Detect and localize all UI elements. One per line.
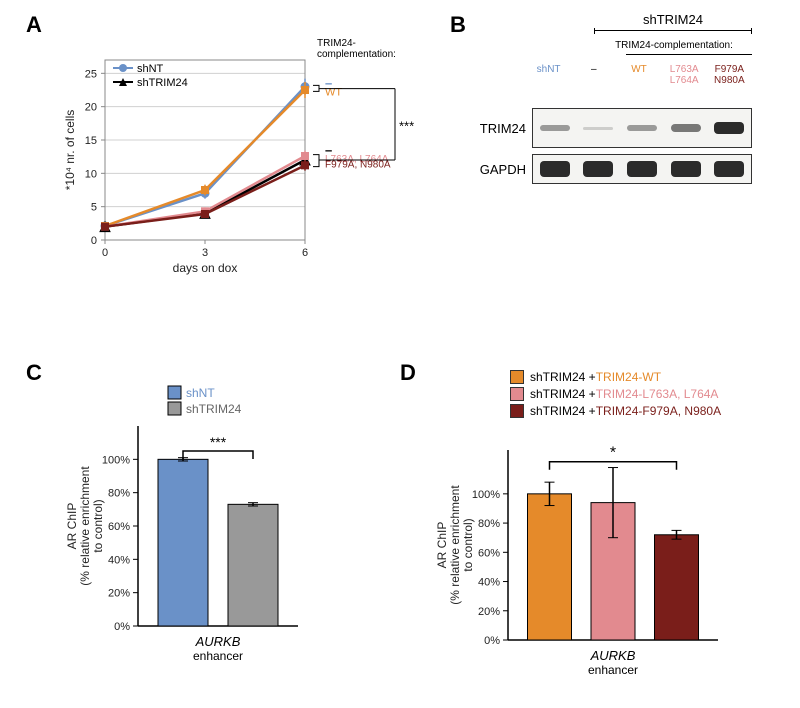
legend-swatch (510, 370, 524, 384)
svg-text:0%: 0% (114, 621, 130, 633)
svg-text:100%: 100% (102, 454, 130, 466)
legend-swatch (510, 387, 524, 401)
lane-label: shNT (527, 64, 571, 86)
band (714, 161, 744, 177)
svg-text:0%: 0% (484, 635, 500, 647)
band (671, 124, 701, 132)
svg-text:shTRIM24: shTRIM24 (186, 402, 242, 416)
svg-text:40%: 40% (108, 554, 130, 566)
blot-row-label: GAPDH (470, 162, 526, 177)
panel-d-legend: shTRIM24 + TRIM24-WT shTRIM24 + TRIM24-L7… (510, 370, 721, 421)
panel-b-label: B (450, 12, 466, 38)
svg-text:0: 0 (91, 235, 97, 247)
legend-item: shTRIM24 + TRIM24-F979A, N980A (510, 404, 721, 418)
svg-text:40%: 40% (478, 577, 500, 589)
svg-text:*10⁴ nr. of cells: *10⁴ nr. of cells (63, 110, 77, 191)
svg-text:80%: 80% (478, 518, 500, 530)
panel-a-label: A (26, 12, 42, 38)
band (540, 161, 570, 177)
legend-item: shTRIM24 + TRIM24-WT (510, 370, 721, 384)
svg-text:60%: 60% (108, 521, 130, 533)
blot-row: TRIM24 (470, 108, 770, 148)
svg-text:shTRIM24: shTRIM24 (137, 77, 188, 89)
svg-text:20%: 20% (108, 588, 130, 600)
svg-text:AR ChIP: AR ChIP (65, 503, 79, 550)
blot-row-label: TRIM24 (470, 121, 526, 136)
svg-text:6: 6 (302, 247, 308, 259)
panel-d-label: D (400, 360, 416, 386)
svg-text:enhancer: enhancer (588, 663, 638, 677)
panel-b-header: shTRIM24 (594, 12, 752, 27)
lane-label: – (572, 64, 616, 86)
blot-row: GAPDH (470, 154, 770, 184)
panel-b-blot: shTRIM24 TRIM24-complementation: shNT–WT… (470, 30, 770, 190)
svg-text:20%: 20% (478, 606, 500, 618)
panel-b-subheader: TRIM24-complementation: (596, 40, 752, 51)
band (583, 127, 613, 130)
panel-c-chart: 0% 20% 40% 60% 80% 100% AR ChIP(% relative enr… (60, 380, 360, 700)
band (583, 161, 613, 177)
lane-label: F979A N980A (707, 64, 751, 86)
svg-text:100%: 100% (472, 489, 500, 501)
band (540, 125, 570, 131)
svg-text:***: *** (399, 119, 414, 134)
svg-text:days on dox: days on dox (173, 261, 238, 275)
panel-c-label: C (26, 360, 42, 386)
svg-text:WT: WT (325, 86, 342, 98)
svg-text:(% relative enrichment: (% relative enrichment (448, 485, 462, 605)
svg-text:(% relative enrichment: (% relative enrichment (78, 466, 92, 586)
band (671, 161, 701, 177)
svg-text:AURKB: AURKB (590, 648, 636, 663)
legend-item: shTRIM24 + TRIM24-L763A, L764A (510, 387, 721, 401)
svg-text:3: 3 (202, 247, 208, 259)
svg-text:15: 15 (85, 135, 97, 147)
svg-text:0: 0 (102, 247, 108, 259)
svg-text:shNT: shNT (137, 63, 164, 75)
band (627, 125, 657, 131)
band (627, 161, 657, 177)
svg-text:AURKB: AURKB (195, 634, 241, 649)
svg-text:*: * (610, 445, 616, 462)
svg-text:80%: 80% (108, 488, 130, 500)
svg-text:complementation:: complementation: (317, 49, 396, 60)
svg-text:to control): to control) (91, 499, 105, 552)
band (714, 122, 744, 134)
panel-d-chart: 0% 20% 40% 60% 80% 100% AR ChIP(% relative enr… (430, 430, 780, 700)
svg-text:to control): to control) (461, 518, 475, 571)
svg-text:60%: 60% (478, 547, 500, 559)
svg-text:F979A, N980A: F979A, N980A (325, 159, 391, 170)
panel-a-chart: 0 5 10 15 20 25 0 3 6 days on dox *10⁴ nr. of cell… (60, 30, 440, 290)
lane-label: WT (617, 64, 661, 86)
lane-label: L763A L764A (662, 64, 706, 86)
svg-text:enhancer: enhancer (193, 649, 243, 663)
svg-text:25: 25 (85, 68, 97, 80)
svg-text:***: *** (210, 434, 227, 450)
svg-text:20: 20 (85, 102, 97, 114)
svg-text:10: 10 (85, 168, 97, 180)
svg-text:AR ChIP: AR ChIP (435, 522, 449, 569)
svg-text:TRIM24-: TRIM24- (317, 38, 356, 49)
legend-swatch (510, 404, 524, 418)
svg-text:5: 5 (91, 202, 97, 214)
svg-text:shNT: shNT (186, 386, 215, 400)
